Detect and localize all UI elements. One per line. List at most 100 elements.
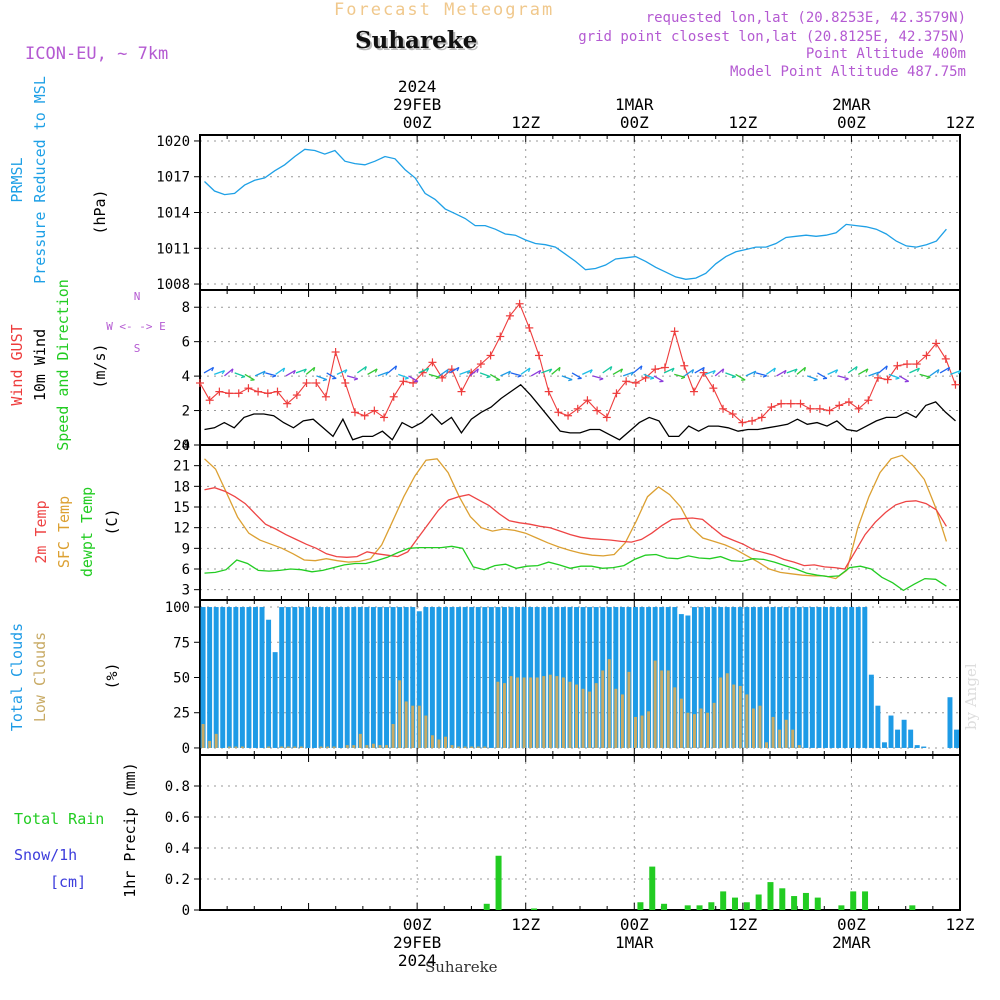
top-time-label: 1MAR — [615, 95, 654, 114]
total-cloud-bar — [914, 745, 920, 748]
clouds-ytick-label: 100 — [165, 600, 190, 616]
rain-bar — [696, 905, 703, 910]
wind-arrow — [794, 368, 798, 373]
wind-arrow — [950, 370, 961, 375]
rain-bar — [720, 891, 727, 910]
rain-bar — [791, 896, 798, 910]
wind-arrow — [367, 368, 378, 375]
clouds-ytick-label: 50 — [173, 671, 190, 687]
total-cloud-bar — [272, 652, 278, 748]
rain-bar — [814, 897, 821, 910]
panel-ylabel: Low Clouds — [31, 632, 49, 722]
clouds-ytick-label: 0 — [182, 741, 190, 757]
clouds-ytick-label: 75 — [173, 635, 190, 651]
wind-arrow — [275, 367, 285, 375]
compass-we: W <- -> E — [106, 320, 166, 333]
wind-arrow — [571, 372, 582, 379]
low-cloud-bar — [548, 674, 552, 748]
wind-arrow — [244, 373, 255, 381]
low-cloud-bar — [522, 677, 526, 748]
wind-arrow — [671, 367, 675, 373]
top-time-label: 29FEB — [393, 95, 441, 114]
low-cloud-bar — [398, 680, 402, 748]
wind-arrow — [231, 368, 234, 373]
total-cloud-bar — [888, 715, 894, 748]
wind-arrow — [765, 367, 776, 375]
total-cloud-bar — [423, 607, 429, 748]
total-cloud-bar — [213, 607, 219, 748]
wind-arrow — [387, 365, 397, 374]
total-cloud-bar — [207, 607, 213, 748]
wind-unit: (m/s) — [91, 343, 109, 388]
wind-arrow — [776, 369, 787, 377]
wind-arrow — [630, 371, 635, 376]
wind-arrow — [589, 369, 593, 374]
wind-arrow — [293, 370, 296, 375]
compass-s: S — [134, 342, 141, 355]
rain-bar — [684, 905, 691, 910]
wind-arrow — [398, 373, 409, 379]
low-cloud-bar — [509, 676, 513, 748]
wind-arrow — [214, 370, 225, 375]
temperature-ytick-label: 9 — [182, 541, 190, 557]
temp-unit: (C) — [103, 508, 121, 535]
rain-label: Total Rain — [14, 810, 104, 828]
total-cloud-bar — [338, 607, 344, 748]
total-cloud-bar — [567, 607, 573, 748]
wind-arrow — [725, 372, 736, 378]
low-cloud-bar — [712, 702, 716, 748]
rain-bar — [649, 866, 656, 910]
wind-arrow — [467, 370, 471, 375]
wind-arrow — [926, 376, 931, 380]
precip-ytick-label: 0.4 — [165, 841, 190, 857]
rain-bar — [483, 903, 490, 910]
total-cloud-bar — [357, 607, 363, 748]
wind-arrow — [449, 366, 460, 374]
wind-arrow — [643, 373, 655, 379]
total-cloud-bar — [908, 729, 914, 748]
total-cloud-bar — [711, 607, 717, 748]
bottom-time-label: 00Z — [620, 915, 649, 934]
total-cloud-bar — [482, 607, 488, 748]
precip-frame — [199, 754, 961, 911]
total-cloud-bar — [809, 607, 815, 748]
wind-arrow — [796, 366, 806, 375]
total-cloud-bar — [443, 607, 448, 748]
wind-arrow — [680, 376, 686, 380]
wind-arrow — [240, 376, 246, 379]
wind-arrow — [353, 378, 358, 381]
low-cloud-bar — [751, 708, 755, 748]
temperature-ytick-label: 18 — [173, 479, 190, 495]
total-cloud-bar — [397, 607, 403, 748]
wind-arrow — [592, 375, 604, 380]
rain-bar — [850, 891, 857, 910]
total-cloud-bar — [311, 607, 317, 748]
pressure-ytick-label: 1011 — [156, 241, 190, 257]
low-cloud-bar — [437, 739, 441, 748]
wind-arrow — [446, 369, 449, 374]
low-cloud-bar — [647, 711, 651, 748]
total-cloud-bar — [862, 607, 868, 748]
wind-arrow — [735, 373, 746, 381]
low-cloud-bar — [778, 729, 782, 748]
wind-arrow — [847, 366, 858, 374]
bottom-time-label: 00Z — [837, 915, 866, 934]
low-cloud-bar — [391, 724, 395, 748]
low-cloud-bar — [352, 745, 356, 748]
low-cloud-bar — [424, 715, 428, 748]
wind-arrow — [426, 367, 430, 373]
wind-ytick-label: 8 — [182, 300, 190, 316]
wind-arrow — [211, 367, 215, 372]
wind-arrow — [827, 369, 838, 375]
wind-arrow — [731, 376, 736, 379]
total-cloud-bar — [901, 719, 907, 748]
total-cloud-bar — [705, 607, 711, 748]
panel-ylabel: SFC Temp — [55, 496, 73, 568]
temperature-ytick-label: 21 — [173, 459, 190, 475]
top-time-label: 00Z — [403, 113, 432, 132]
precip-ytick-label: 0.8 — [165, 779, 190, 795]
total-cloud-bar — [246, 607, 252, 748]
low-cloud-bar — [345, 745, 349, 748]
total-cloud-bar — [757, 607, 763, 748]
